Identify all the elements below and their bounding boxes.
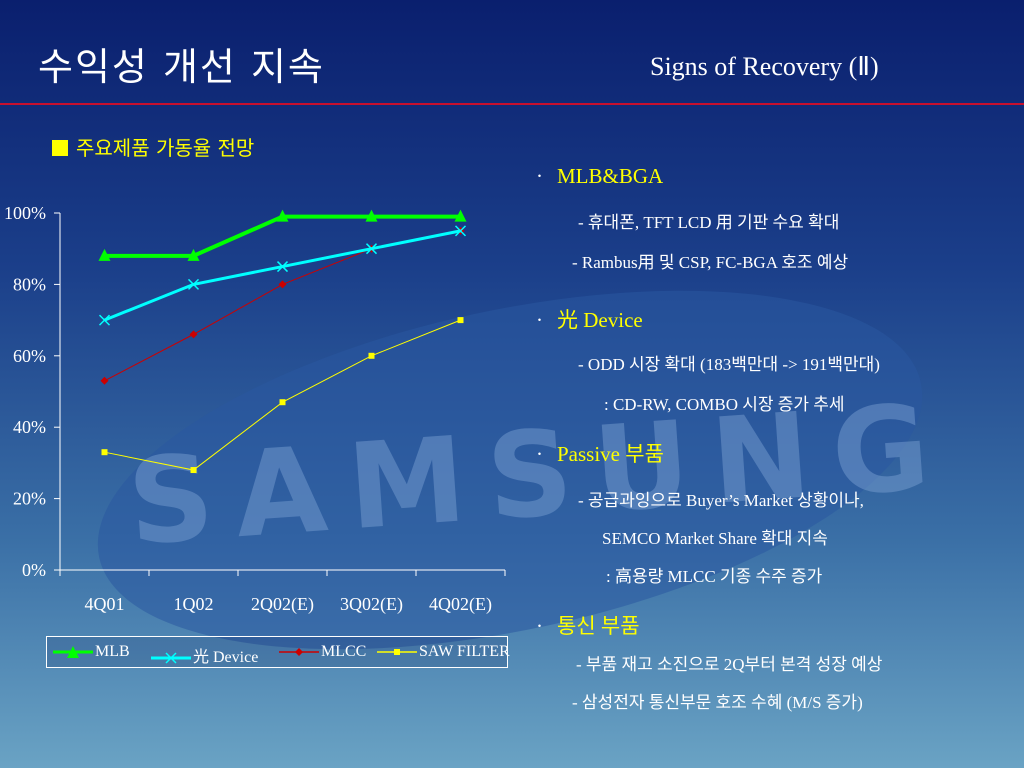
- bullet-line: : CD-RW, COMBO 시장 증가 추세: [604, 395, 845, 414]
- data-point: [368, 352, 375, 359]
- bullet-line: - 공급과잉으로 Buyer’s Market 상황이나,: [578, 491, 864, 510]
- legend-label: SAW FILTER: [419, 643, 510, 660]
- legend-swatch-icon: [151, 652, 191, 664]
- x-tick-label: 4Q02(E): [429, 594, 492, 615]
- page-subtitle: Signs of Recovery (Ⅱ): [650, 52, 879, 81]
- data-point: [98, 314, 111, 326]
- legend-swatch-icon: [53, 646, 93, 659]
- utilization-line-chart: 0% 20% 40% 60% 80% 100% 4Q01 1Q02 2Q02(E) 3Q02(E)…: [4, 203, 506, 615]
- legend-item: MLCC: [279, 643, 366, 661]
- series-line: [103, 229, 461, 322]
- legend-item: 光 Device: [151, 643, 258, 667]
- y-tick-label: 80%: [13, 274, 46, 294]
- legend-label: 光 Device: [193, 649, 259, 666]
- series-line: [104, 319, 461, 471]
- chart-heading-text: 주요제품 가동율 전망: [76, 136, 255, 160]
- data-point: [98, 248, 111, 261]
- chart-legend: MLB 光 Device MLCC SAW FILTER: [46, 636, 510, 668]
- bullet-line: - Rambus用 및 CSP, FC-BGA 호조 예상: [572, 253, 849, 272]
- square-bullet-icon: [52, 140, 68, 156]
- data-point: [365, 209, 378, 222]
- y-tick-label: 20%: [13, 489, 46, 509]
- data-point: [457, 317, 464, 324]
- chart-heading: 주요제품 가동율 전망: [52, 132, 254, 161]
- title-divider: [0, 103, 1024, 105]
- bullet-line: - 삼성전자 통신부문 호조 수혜 (M/S 증가): [572, 693, 863, 712]
- x-tick-label: 1Q02: [174, 594, 214, 614]
- legend-swatch-icon: [279, 648, 319, 657]
- data-point: [190, 467, 197, 474]
- data-point: [276, 261, 289, 273]
- bullet-head-optical-device: · 光 Device: [536, 308, 643, 332]
- series-line: [104, 214, 461, 258]
- y-tick-label: 40%: [13, 417, 46, 437]
- bullet-line: SEMCO Market Share 확대 지속: [602, 529, 828, 548]
- page-title: 수익성 개선 지속: [38, 45, 325, 89]
- data-point: [189, 330, 198, 339]
- bullet-line: - 부품 재고 소진으로 2Q부터 본격 성장 예상: [576, 655, 883, 674]
- legend-item: MLB: [53, 643, 130, 661]
- y-tick-label: 60%: [13, 346, 46, 366]
- x-tick-label: 3Q02(E): [340, 594, 403, 615]
- legend-label: MLB: [95, 643, 130, 660]
- y-tick-label: 100%: [4, 203, 46, 223]
- bullet-line: : 高용량 MLCC 기종 수주 증가: [606, 567, 823, 586]
- y-tick-label: 0%: [22, 560, 46, 580]
- legend-item: SAW FILTER: [377, 643, 510, 661]
- data-point: [454, 209, 467, 222]
- data-point: [454, 225, 467, 237]
- data-point: [278, 280, 287, 289]
- bullet-line: - 휴대폰, TFT LCD 用 기판 수요 확대: [578, 213, 840, 232]
- data-point: [101, 449, 108, 456]
- legend-swatch-icon: [377, 649, 417, 656]
- data-point: [187, 248, 200, 261]
- data-point: [365, 243, 378, 255]
- bullet-head-passive: · Passive 부품: [536, 442, 664, 466]
- bullet-head-telecom: · 통신 부품: [536, 614, 640, 638]
- data-point: [279, 399, 286, 406]
- x-tick-label: 4Q01: [85, 594, 125, 614]
- data-point: [100, 376, 109, 385]
- bullet-line: - ODD 시장 확대 (183백만대 -> 191백만대): [578, 355, 880, 374]
- x-tick-label: 2Q02(E): [251, 594, 314, 615]
- data-point: [276, 209, 289, 222]
- series-line: [104, 230, 461, 382]
- legend-label: MLCC: [321, 643, 367, 660]
- bullet-head-mlb: · MLB&BGA: [536, 164, 664, 188]
- data-point: [187, 278, 200, 290]
